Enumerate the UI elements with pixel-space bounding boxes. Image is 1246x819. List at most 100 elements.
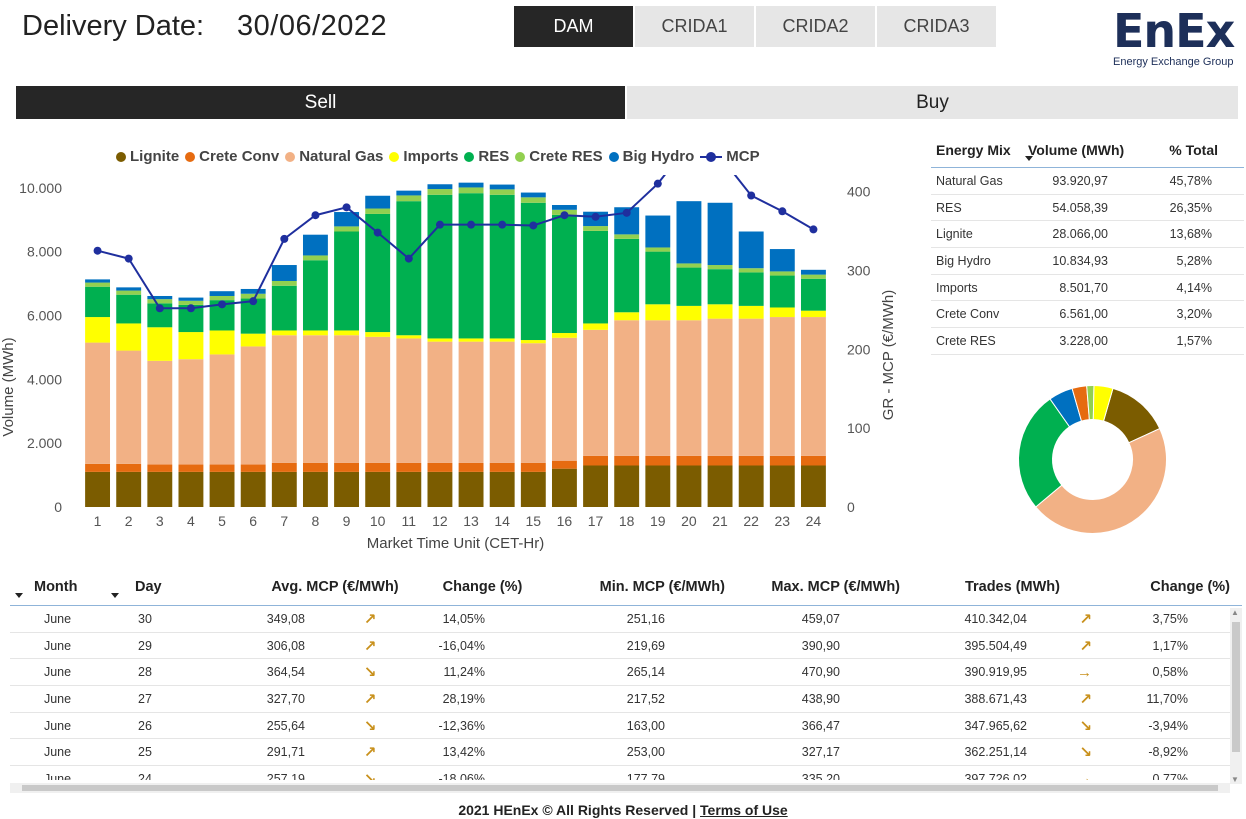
scrollbar-thumb[interactable] — [22, 785, 1218, 791]
mix-name: Natural Gas — [936, 173, 1003, 188]
table-vertical-scrollbar[interactable]: ▲ ▼ — [1230, 608, 1242, 784]
y-tick-label: 2.000 — [27, 435, 62, 451]
bar-segment-crete-res — [645, 247, 671, 252]
legend-label: Natural Gas — [299, 148, 384, 165]
table-row[interactable]: Imports 8.501,70 4,14% — [931, 275, 1244, 302]
legend-line-swatch — [700, 151, 723, 162]
bar-segment-natural-gas — [334, 335, 360, 463]
buy-toggle[interactable]: Buy — [627, 86, 1238, 119]
legend-swatch — [464, 151, 475, 162]
table-row[interactable]: June 30 349,08 ↗ 14,05% 251,16 459,07 410.342,0… — [10, 606, 1242, 633]
table-row[interactable]: RES 54.058,39 26,35% — [931, 195, 1244, 222]
terms-of-use-link[interactable]: Terms of Use — [700, 802, 788, 818]
sell-toggle[interactable]: Sell — [16, 86, 625, 119]
cell-day: 27 — [138, 691, 152, 706]
donut-slice-res[interactable] — [1018, 398, 1071, 508]
legend-item-big-hydro[interactable]: Big Hydro — [608, 148, 694, 165]
tab-crida2[interactable]: CRIDA2 — [756, 6, 875, 47]
header-energy-mix[interactable]: Energy Mix — [936, 141, 1011, 158]
y-tick-label: 4.000 — [27, 371, 62, 387]
header-trades[interactable]: Trades (MWh) — [964, 578, 1060, 595]
table-row[interactable]: Natural Gas 93.920,97 45,78% — [931, 168, 1244, 195]
legend-item-mcp[interactable]: MCP — [700, 148, 760, 165]
legend-item-res[interactable]: RES — [464, 148, 509, 165]
cell-avg-mcp: 327,70 — [266, 691, 305, 706]
bar-segment-lignite — [645, 465, 671, 507]
legend-item-lignite[interactable]: Lignite — [116, 148, 179, 165]
header-min-mcp[interactable]: Min. MCP (€/MWh) — [599, 578, 725, 595]
sort-day-icon[interactable] — [111, 593, 119, 598]
x-tick-label: 2 — [125, 513, 133, 529]
table-row[interactable]: Lignite 28.066,00 13,68% — [931, 221, 1244, 249]
logo-wordmark: EnEx — [1113, 4, 1235, 58]
legend-item-imports[interactable]: Imports — [389, 148, 458, 165]
header-month[interactable]: Month — [34, 578, 78, 595]
energy-mix-combo-chart: 0 2.000 4.000 6.000 8.000 10.000 0 100 200 300 400… — [0, 175, 897, 552]
mcp-point — [342, 203, 351, 212]
table-row[interactable]: June 25 291,71 ↗ 13,42% 253,00 327,17 362.251,1… — [10, 739, 1242, 767]
cell-change-mcp: -18,06% — [438, 771, 485, 780]
tab-dam[interactable]: DAM — [514, 6, 633, 47]
tab-crida3[interactable]: CRIDA3 — [877, 6, 996, 47]
bar-segment-lignite — [209, 471, 235, 507]
bar-segment-lignite — [302, 471, 328, 507]
bar-segment-imports — [209, 330, 235, 355]
bar-segment-natural-gas — [85, 342, 111, 464]
sort-month-icon[interactable] — [15, 593, 23, 598]
header-volume[interactable]: Volume (MWh) — [1028, 141, 1125, 158]
bar-segment-lignite — [738, 465, 764, 507]
table-row[interactable]: Crete RES 3.228,00 1,57% — [931, 328, 1244, 355]
trend-up-icon: ↗ — [363, 744, 377, 762]
donut-slice-natural-gas[interactable] — [1035, 427, 1167, 534]
table-row[interactable]: Big Hydro 10.834,93 5,28% — [931, 248, 1244, 275]
table-row[interactable]: June 24 257,19 ↘ -18,06% 177,79 335,20 397.726,… — [10, 766, 1242, 780]
bar-segment-big-hydro — [800, 269, 826, 275]
x-tick-label: 6 — [249, 513, 257, 529]
table-row[interactable]: June 26 255,64 ↘ -12,36% 163,00 366,47 347.965,… — [10, 713, 1242, 740]
table-row[interactable]: June 28 364,54 ↘ 11,24% 265,14 470,90 390.919,9… — [10, 659, 1242, 687]
cell-day: 30 — [138, 611, 152, 626]
bar-segment-crete-conv — [334, 462, 360, 472]
cell-max-mcp: 470,90 — [801, 665, 840, 680]
header-day[interactable]: Day — [135, 578, 162, 595]
legend-item-crete-res[interactable]: Crete RES — [515, 148, 603, 165]
bar-segment-lignite — [116, 471, 142, 507]
mix-name: Imports — [936, 280, 978, 295]
mix-name: RES — [936, 200, 962, 215]
scroll-up-icon[interactable]: ▲ — [1231, 608, 1239, 617]
bar-segment-imports — [334, 330, 360, 336]
table-row[interactable]: Crete Conv 6.561,00 3,20% — [931, 301, 1244, 329]
donut-slice-imports[interactable] — [1092, 385, 1114, 422]
trend-up-icon: ↗ — [363, 637, 377, 655]
header-max-mcp[interactable]: Max. MCP (€/MWh) — [771, 578, 900, 595]
bar-segment-big-hydro — [365, 195, 391, 209]
mix-volume: 93.920,97 — [1052, 173, 1108, 188]
bar-segment-big-hydro — [334, 212, 360, 227]
tab-crida1[interactable]: CRIDA1 — [635, 6, 754, 47]
cell-change-mcp: 13,42% — [442, 745, 485, 760]
bar-segment-imports — [302, 330, 328, 336]
header-pct-total[interactable]: % Total — [1169, 141, 1218, 158]
table-horizontal-scrollbar[interactable] — [10, 783, 1230, 793]
bar-segment-natural-gas — [676, 320, 702, 456]
header-avg-mcp[interactable]: Avg. MCP (€/MWh) — [271, 578, 399, 595]
delivery-date-value[interactable]: 30/06/2022 — [237, 10, 388, 42]
legend-item-crete-conv[interactable]: Crete Conv — [185, 148, 279, 165]
header-change-mcp[interactable]: Change (%) — [442, 578, 523, 595]
scrollbar-thumb[interactable] — [1232, 622, 1240, 752]
cell-min-mcp: 251,16 — [626, 611, 665, 626]
trend-arrow-cell: ↗ — [305, 610, 435, 628]
bar-segment-crete-conv — [271, 462, 297, 472]
x-tick-label: 15 — [526, 513, 542, 529]
table-row[interactable]: June 27 327,70 ↗ 28,19% 217,52 438,90 388.671,4… — [10, 686, 1242, 713]
header-change-trades[interactable]: Change (%) — [1150, 578, 1230, 595]
scroll-down-icon[interactable]: ▼ — [1231, 775, 1239, 784]
trend-arrow-cell: ↗ — [305, 637, 435, 655]
bar-segment-big-hydro — [147, 295, 173, 300]
cell-max-mcp: 438,90 — [801, 691, 840, 706]
legend-item-natural-gas[interactable]: Natural Gas — [285, 148, 383, 165]
bar-segment-imports — [489, 338, 515, 342]
bar-segment-natural-gas — [645, 320, 671, 456]
bar-segment-big-hydro — [116, 287, 142, 291]
table-row[interactable]: June 29 306,08 ↗ -16,04% 219,69 390,90 395.504,… — [10, 633, 1242, 660]
